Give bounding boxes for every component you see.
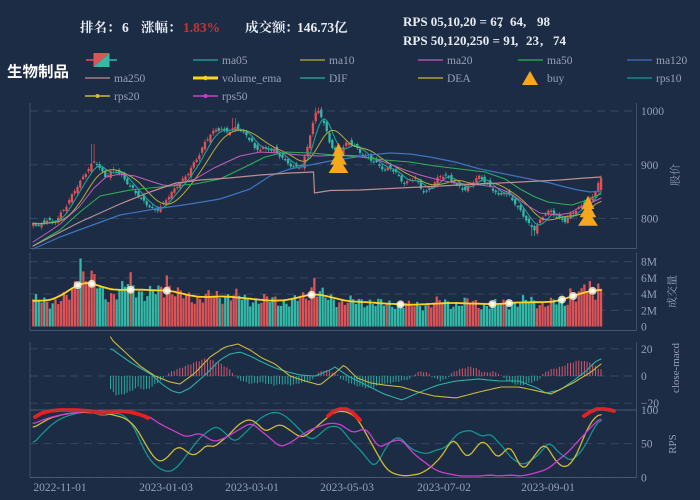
svg-text:74: 74 [553, 33, 567, 48]
svg-text:4M: 4M [641, 289, 657, 301]
svg-text:DIF: DIF [329, 73, 348, 85]
svg-text:,: , [499, 14, 502, 29]
svg-text:1.83%: 1.83% [183, 20, 220, 35]
svg-text:close-macd: close-macd [670, 342, 682, 393]
svg-text:ma20: ma20 [447, 55, 473, 67]
svg-text:rps50: rps50 [222, 91, 248, 103]
svg-text:6M: 6M [641, 273, 657, 285]
svg-text:800: 800 [641, 214, 659, 226]
svg-text:ma10: ma10 [329, 55, 355, 67]
svg-text:146.73: 146.73 [297, 20, 334, 35]
svg-text:50: 50 [641, 439, 653, 451]
svg-text:volume_ema: volume_ema [222, 73, 281, 85]
svg-text:0: 0 [641, 472, 647, 484]
svg-text:buy: buy [547, 73, 565, 85]
svg-text:ma250: ma250 [114, 73, 146, 85]
svg-text:2M: 2M [641, 305, 657, 317]
svg-text:RPS 05,10,20 = 67: RPS 05,10,20 = 67 [403, 14, 504, 29]
svg-text:64: 64 [510, 14, 524, 29]
svg-text:0: 0 [641, 371, 647, 383]
svg-text:ma05: ma05 [222, 55, 248, 67]
svg-text:DEA: DEA [447, 73, 471, 85]
svg-text:2022-11-01: 2022-11-01 [33, 482, 86, 494]
svg-text:100: 100 [641, 405, 659, 417]
svg-text:2023-09-01: 2023-09-01 [521, 482, 575, 494]
svg-text:20: 20 [641, 344, 653, 356]
svg-text:2023-07-02: 2023-07-02 [417, 482, 471, 494]
svg-text:2023-01-03: 2023-01-03 [139, 482, 193, 494]
svg-text:RPS 50,120,250 = 91: RPS 50,120,250 = 91 [403, 33, 516, 48]
svg-text:6: 6 [122, 20, 129, 35]
svg-text:98: 98 [537, 14, 551, 29]
svg-text:1000: 1000 [641, 106, 664, 118]
svg-text:ma50: ma50 [547, 55, 573, 67]
svg-text:2023-03-01: 2023-03-01 [225, 482, 279, 494]
svg-text:,: , [523, 14, 526, 29]
svg-text:2023-05-03: 2023-05-03 [320, 482, 374, 494]
svg-text:0: 0 [641, 322, 647, 334]
svg-text:−20: −20 [641, 398, 659, 410]
svg-text:rps20: rps20 [114, 91, 140, 103]
svg-text:RPS: RPS [667, 434, 679, 454]
svg-text:ma120: ma120 [656, 55, 688, 67]
svg-text:900: 900 [641, 160, 659, 172]
svg-text:rps10: rps10 [656, 73, 682, 85]
svg-text:23: 23 [526, 33, 540, 48]
svg-text:,: , [540, 33, 543, 48]
svg-text:,: , [515, 33, 518, 48]
svg-text:8M: 8M [641, 257, 657, 269]
